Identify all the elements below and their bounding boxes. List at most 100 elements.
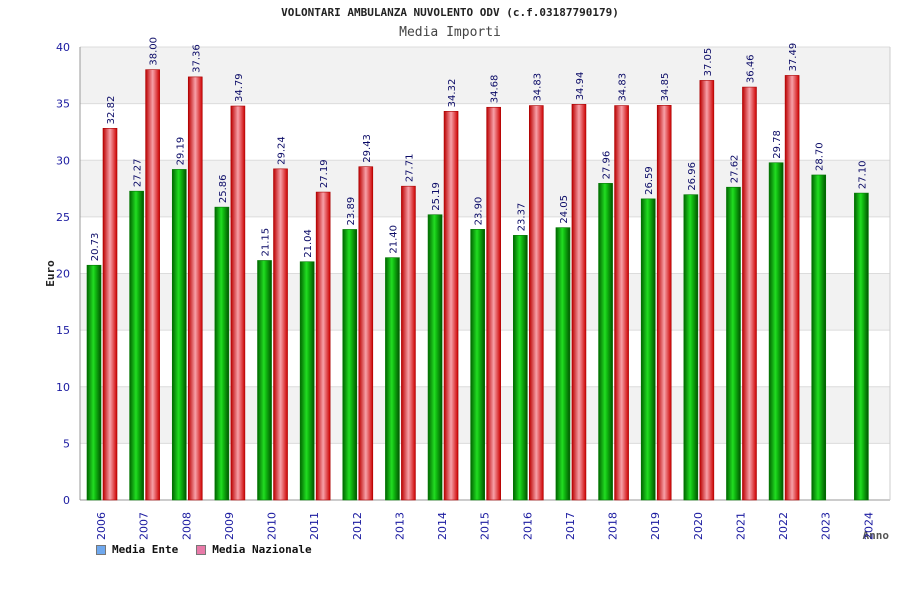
data-label-media-ente-2018: 27.96 [602, 151, 613, 180]
bar-media-ente-2013 [385, 257, 400, 501]
bar-media-ente-2023 [811, 174, 827, 501]
y-tick-label: 0 [63, 494, 70, 507]
legend-swatch-media-ente [96, 544, 106, 555]
data-label-media-ente-2022: 29.78 [772, 130, 783, 159]
x-tick-label: 2006 [95, 512, 108, 540]
y-tick-label: 10 [56, 381, 70, 394]
data-label-media-nazionale-2008: 37.36 [191, 44, 202, 73]
data-label-media-nazionale-2006: 32.82 [106, 96, 117, 125]
legend-label-media-nazionale: Media Nazionale [212, 543, 312, 556]
bar-media-ente-2019 [640, 198, 656, 501]
bar-media-nazionale-2015 [486, 106, 501, 501]
bar-media-ente-2012 [342, 229, 358, 501]
y-tick-label: 30 [56, 154, 70, 167]
x-axis-label: Anno [863, 529, 890, 542]
x-tick-label: 2024 [862, 512, 875, 540]
data-label-media-ente-2009: 25.86 [218, 174, 229, 203]
x-tick-label: 2012 [351, 512, 364, 540]
data-label-media-ente-2012: 23.89 [346, 197, 357, 226]
bar-media-nazionale-2017 [571, 104, 587, 501]
bar-media-nazionale-2012 [358, 166, 374, 501]
legend: Media Ente Media Nazionale [96, 543, 312, 556]
bar-media-ente-2006 [86, 264, 102, 501]
y-tick-label: 5 [63, 437, 70, 450]
bar-media-ente-2017 [555, 227, 571, 501]
y-axis-label: Euro [44, 260, 57, 287]
data-label-media-nazionale-2010: 29.24 [277, 136, 288, 165]
bar-media-nazionale-2020 [699, 80, 715, 501]
x-tick-label: 2013 [393, 512, 406, 540]
y-tick-label: 25 [56, 211, 70, 224]
x-tick-label: 2014 [436, 512, 449, 540]
data-label-media-nazionale-2021: 36.46 [745, 54, 756, 83]
legend-label-media-ente: Media Ente [112, 543, 179, 556]
x-tick-label: 2007 [138, 512, 151, 540]
x-tick-label: 2017 [564, 512, 577, 540]
x-tick-label: 2023 [820, 512, 833, 540]
bar-media-ente-2022 [768, 162, 784, 501]
data-label-media-nazionale-2007: 38.00 [149, 37, 160, 66]
bar-media-nazionale-2010 [273, 168, 288, 501]
bar-media-ente-2009 [214, 206, 230, 501]
chart-title: VOLONTARI AMBULANZA NUVOLENTO ODV (c.f.0… [281, 6, 619, 19]
bar-media-nazionale-2011 [315, 191, 331, 501]
data-label-media-nazionale-2014: 34.32 [447, 79, 458, 108]
data-label-media-ente-2011: 21.04 [303, 229, 314, 258]
bar-media-ente-2008 [171, 169, 187, 501]
x-tick-label: 2015 [479, 512, 492, 540]
data-label-media-ente-2013: 21.40 [388, 225, 399, 254]
data-label-media-ente-2017: 24.05 [559, 195, 570, 224]
data-label-media-nazionale-2013: 27.71 [404, 154, 415, 183]
bar-media-ente-2020 [683, 194, 699, 501]
y-tick-label: 15 [56, 324, 70, 337]
chart-subtitle: Media Importi [399, 25, 501, 40]
data-label-media-ente-2008: 29.19 [175, 137, 186, 166]
x-tick-label: 2018 [607, 512, 620, 540]
data-label-media-nazionale-2018: 34.83 [618, 73, 629, 102]
x-tick-label: 2011 [308, 512, 321, 540]
bar-media-ente-2021 [726, 186, 741, 501]
bar-media-nazionale-2018 [614, 105, 629, 501]
x-tick-label: 2019 [649, 512, 662, 540]
bar-media-nazionale-2022 [784, 75, 800, 501]
data-label-media-ente-2021: 27.62 [729, 155, 740, 184]
bar-media-ente-2024 [854, 192, 869, 501]
x-tick-label: 2009 [223, 512, 236, 540]
x-tick-label: 2021 [734, 512, 747, 540]
bar-media-ente-2018 [598, 183, 613, 501]
data-label-media-ente-2024: 27.10 [857, 160, 868, 189]
legend-swatch-media-nazionale [196, 544, 207, 555]
data-label-media-ente-2007: 27.27 [133, 159, 144, 188]
y-tick-label: 40 [56, 41, 70, 54]
data-label-media-nazionale-2012: 29.43 [362, 134, 373, 163]
data-label-media-ente-2006: 20.73 [90, 233, 101, 262]
bar-media-nazionale-2019 [656, 105, 672, 501]
data-label-media-ente-2015: 23.90 [474, 197, 485, 226]
bar-media-nazionale-2007 [145, 69, 160, 501]
data-label-media-ente-2016: 23.37 [516, 203, 527, 232]
data-label-media-nazionale-2020: 37.05 [703, 48, 714, 77]
bar-media-nazionale-2006 [102, 128, 118, 501]
data-label-media-nazionale-2019: 34.85 [660, 73, 671, 102]
bar-media-ente-2016 [513, 235, 528, 501]
bar-media-ente-2007 [129, 190, 144, 501]
x-tick-label: 2008 [180, 512, 193, 540]
data-label-media-ente-2019: 26.59 [644, 166, 655, 195]
x-tick-label: 2022 [777, 512, 790, 540]
bar-media-nazionale-2009 [230, 105, 246, 501]
bar-media-nazionale-2016 [529, 105, 544, 501]
bar-media-ente-2015 [470, 229, 485, 501]
data-label-media-nazionale-2011: 27.19 [319, 159, 330, 188]
bar-media-nazionale-2013 [401, 185, 416, 501]
bar-media-ente-2014 [427, 214, 443, 501]
data-label-media-ente-2020: 26.96 [687, 162, 698, 191]
data-label-media-nazionale-2009: 34.79 [234, 73, 245, 102]
bar-media-nazionale-2021 [742, 86, 757, 501]
bar-media-nazionale-2008 [187, 76, 203, 501]
legend-item-media-ente: Media Ente [96, 543, 178, 556]
data-label-media-nazionale-2017: 34.94 [575, 72, 586, 101]
x-tick-label: 2010 [266, 512, 279, 540]
y-tick-label: 20 [56, 268, 70, 281]
data-label-media-ente-2010: 21.15 [261, 228, 272, 257]
